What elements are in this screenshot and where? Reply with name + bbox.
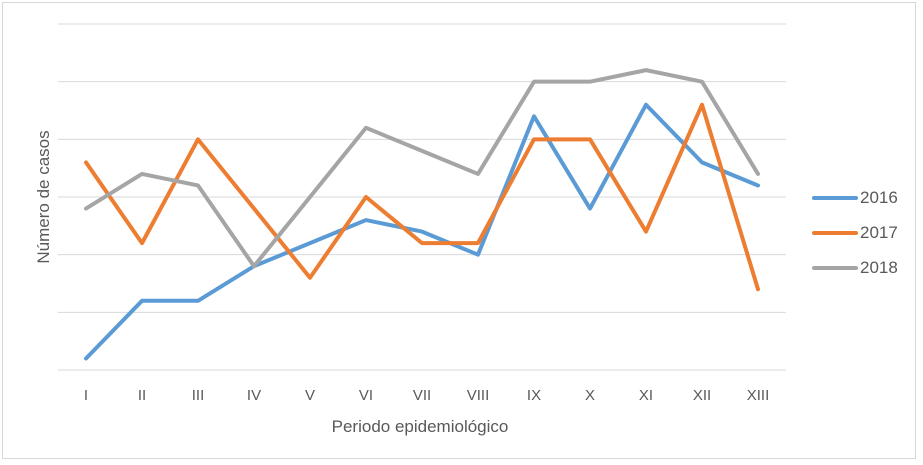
legend-label-2018: 2018: [860, 258, 898, 277]
x-tick-label-XI: XI: [638, 387, 654, 404]
x-tick-label-XII: XII: [692, 387, 712, 404]
series-line-2017[interactable]: [84, 102, 760, 292]
chart-border: [2, 2, 916, 459]
legend-item-2017[interactable]: 2017: [812, 221, 898, 245]
series-lines-group: [84, 68, 760, 361]
legend-swatch-2017: [812, 231, 858, 235]
gridlines-group: [58, 23, 786, 371]
x-tick-label-IV: IV: [246, 387, 262, 404]
series-line-2018[interactable]: [84, 68, 760, 269]
x-tick-label-I: I: [83, 387, 89, 404]
x-tick-label-III: III: [191, 387, 205, 404]
y-axis-title: Número de casos: [34, 130, 53, 264]
legend-swatch-2016: [812, 196, 858, 200]
x-tick-label-II: II: [137, 387, 147, 404]
x-axis-title: Periodo epidemiológico: [331, 417, 509, 436]
legend-item-2018[interactable]: 2018: [812, 256, 898, 280]
x-tick-label-VIII: VIII: [466, 387, 490, 404]
legend-label-2017: 2017: [860, 223, 898, 242]
legend: 2016 2017 2018: [812, 186, 898, 280]
x-tick-label-V: V: [304, 387, 316, 404]
series-line-2016[interactable]: [84, 102, 760, 361]
x-tick-label-IX: IX: [526, 387, 542, 404]
legend-label-2016: 2016: [860, 188, 898, 207]
x-tick-label-XIII: XIII: [746, 387, 770, 404]
x-tick-label-X: X: [584, 387, 596, 404]
legend-item-2016[interactable]: 2016: [812, 186, 898, 210]
legend-swatch-2018: [812, 266, 858, 270]
x-tick-label-VII: VII: [412, 387, 432, 404]
x-tick-label-VI: VI: [358, 387, 374, 404]
